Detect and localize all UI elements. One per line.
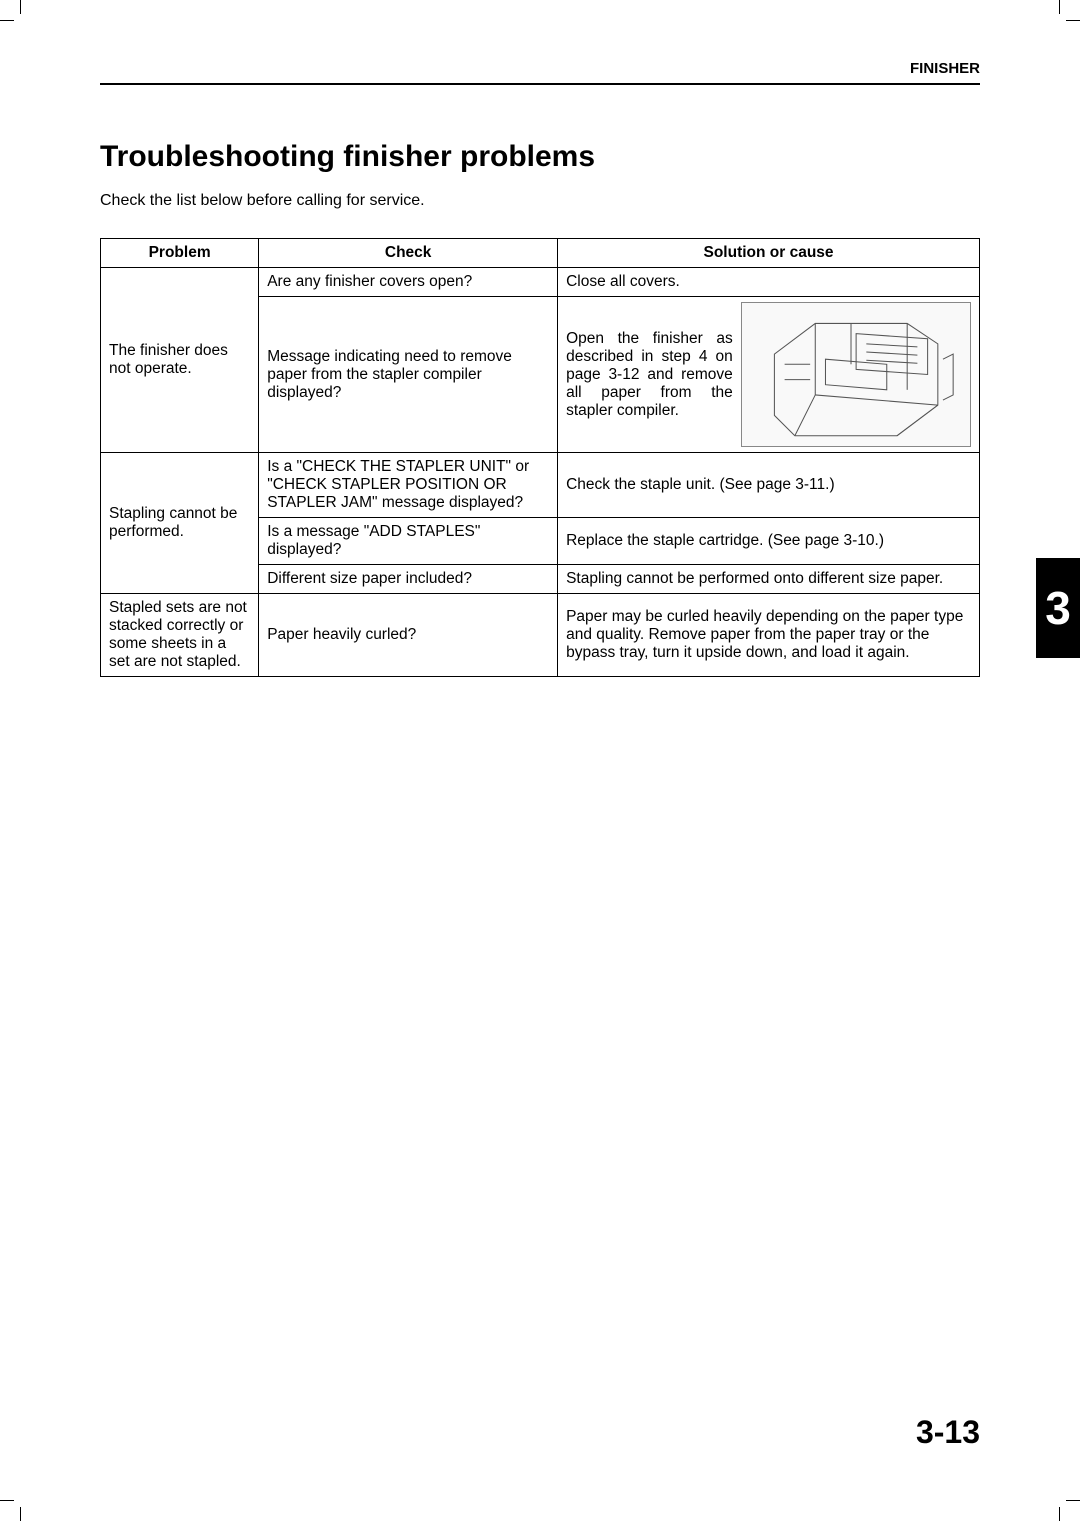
solution-cell: Close all covers. — [558, 268, 980, 297]
solution-cell: Open the finisher as described in step 4… — [558, 297, 980, 453]
finisher-diagram-icon — [741, 302, 971, 447]
crop-mark — [1060, 1481, 1080, 1501]
table-row: Stapled sets are not stacked correctly o… — [101, 594, 980, 677]
col-header-check: Check — [259, 239, 558, 268]
intro-text: Check the list below before calling for … — [100, 192, 980, 210]
solution-cell: Replace the staple cartridge. (See page … — [558, 518, 980, 565]
table-header-row: Problem Check Solution or cause — [101, 239, 980, 268]
problem-cell: The finisher does not operate. — [101, 268, 259, 453]
check-cell: Message indicating need to remove paper … — [259, 297, 558, 453]
solution-cell: Paper may be curled heavily depending on… — [558, 594, 980, 677]
check-cell: Different size paper included? — [259, 565, 558, 594]
header-rule — [100, 83, 980, 85]
col-header-solution: Solution or cause — [558, 239, 980, 268]
crop-mark — [1040, 1501, 1060, 1521]
solution-text: Open the finisher as described in step 4… — [566, 330, 733, 420]
col-header-problem: Problem — [101, 239, 259, 268]
table-row: The finisher does not operate. Are any f… — [101, 268, 980, 297]
troubleshoot-table: Problem Check Solution or cause The fini… — [100, 238, 980, 677]
solution-cell: Check the staple unit. (See page 3-11.) — [558, 453, 980, 518]
check-cell: Is a message "ADD STAPLES" displayed? — [259, 518, 558, 565]
page-content: FINISHER Troubleshooting finisher proble… — [0, 0, 1080, 737]
solution-cell: Stapling cannot be performed onto differ… — [558, 565, 980, 594]
problem-cell: Stapling cannot be performed. — [101, 453, 259, 594]
check-cell: Is a "CHECK THE STAPLER UNIT" or "CHECK … — [259, 453, 558, 518]
page-title: Troubleshooting finisher problems — [100, 140, 980, 174]
chapter-tab: 3 — [1036, 558, 1080, 658]
check-cell: Are any finisher covers open? — [259, 268, 558, 297]
page-number: 3-13 — [916, 1414, 980, 1451]
section-header: FINISHER — [100, 60, 980, 77]
crop-mark — [20, 1501, 40, 1521]
table-row: Stapling cannot be performed. Is a "CHEC… — [101, 453, 980, 518]
crop-mark — [0, 1481, 20, 1501]
check-cell: Paper heavily curled? — [259, 594, 558, 677]
problem-cell: Stapled sets are not stacked correctly o… — [101, 594, 259, 677]
